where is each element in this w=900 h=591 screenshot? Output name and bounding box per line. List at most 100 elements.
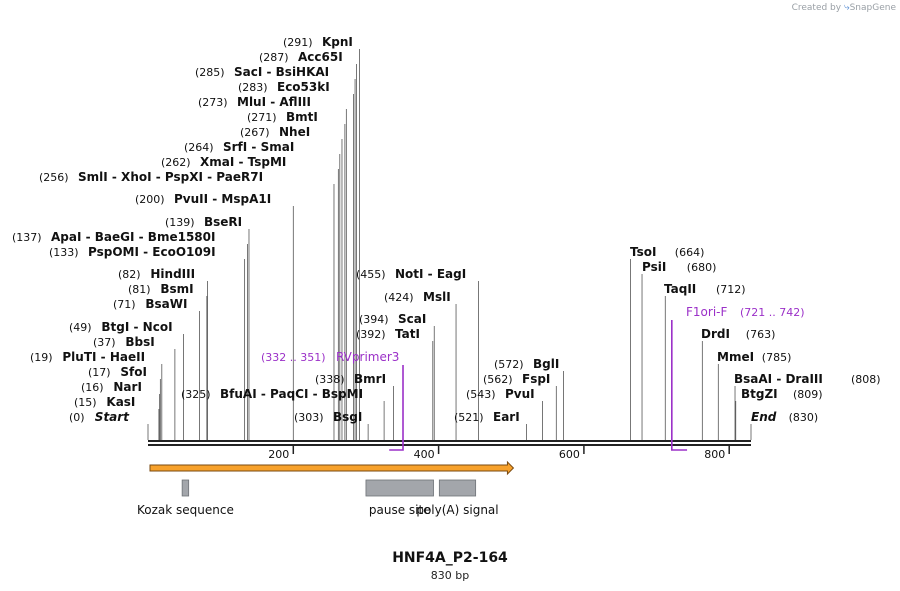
site-label: (264) SrfI - SmaI <box>184 140 294 154</box>
site-label: (37) BbsI <box>93 335 155 349</box>
site-label: (139) BseRI <box>165 215 242 229</box>
primers: (332 .. 351) RVprimer3 F1ori-F (721 .. 742) <box>261 305 805 451</box>
site-name: TaqII <box>664 282 696 296</box>
site-label: (325) BfuAI - PaqCI - BspMI <box>181 387 363 401</box>
site-name: NotI - EagI <box>395 267 466 281</box>
site-name: BseRI <box>204 215 242 229</box>
site-name: ApaI - BaeGI - Bme1580I <box>51 230 215 244</box>
site-label: (338) BmrI <box>315 372 386 386</box>
site-name: SrfI - SmaI <box>223 140 294 154</box>
site-position: (325) <box>181 388 211 401</box>
orf-arrow <box>149 460 515 476</box>
site-position: (15) <box>74 396 97 409</box>
site-position: (830) <box>789 411 819 424</box>
primer-range: (332 .. 351) <box>261 351 326 364</box>
snapgene-watermark: Created by ⤷SnapGene <box>792 2 896 13</box>
site-label: BtgZI (809) <box>741 387 823 401</box>
site-position: (808) <box>851 373 881 386</box>
site-name: NarI <box>113 380 142 394</box>
site-position: (521) <box>454 411 484 424</box>
site-name: PspOMI - EcoO109I <box>88 245 216 259</box>
site-name: MmeI <box>717 350 754 364</box>
site-label: (283) Eco53kI <box>238 80 330 94</box>
feature-box <box>181 479 190 497</box>
site-position: (81) <box>128 283 151 296</box>
primer-range: (721 .. 742) <box>740 306 805 319</box>
feature-box <box>365 479 434 497</box>
site-name: SmlI - XhoI - PspXI - PaeR7I <box>78 170 263 184</box>
site-position: (285) <box>195 66 225 79</box>
site-name: TatI <box>395 327 420 341</box>
site-position: (809) <box>793 388 823 401</box>
site-label: End (830) <box>751 410 818 424</box>
site-label: (392) TatI <box>356 327 420 341</box>
site-label: (16) NarI <box>81 380 142 394</box>
site-position: (287) <box>259 51 289 64</box>
site-position: (424) <box>384 291 414 304</box>
site-position: (273) <box>198 96 228 109</box>
site-name: BsgI <box>333 410 362 424</box>
watermark-brand: SnapGene <box>849 3 896 13</box>
site-name: Start <box>95 410 130 424</box>
site-position: (271) <box>247 111 277 124</box>
site-label: (543) PvuI <box>466 387 535 401</box>
ruler-tick-label: 600 <box>559 448 580 461</box>
site-position: (267) <box>240 126 270 139</box>
site-name: PvuI <box>505 387 535 401</box>
site-position: (572) <box>494 358 524 371</box>
site-label: (424) MslI <box>384 290 451 304</box>
site-name: ScaI <box>398 312 426 326</box>
site-name: BtgI - NcoI <box>101 320 172 334</box>
site-name: TsoI <box>630 245 656 259</box>
site-name: EarI <box>493 410 520 424</box>
site-position: (264) <box>184 141 214 154</box>
site-label: (133) PspOMI - EcoO109I <box>49 245 216 259</box>
feature: poly(A) signal <box>416 479 499 517</box>
site-position: (37) <box>93 336 116 349</box>
feature: pause site <box>365 479 434 517</box>
site-label: (81) BsmI <box>128 282 194 296</box>
ruler-tick-label: 200 <box>268 448 289 461</box>
site-name: BglI <box>533 357 559 371</box>
site-name: BtgZI <box>741 387 778 401</box>
snapgene-logo-icon: ⤷ <box>843 2 850 13</box>
site-position: (49) <box>69 321 92 334</box>
site-position: (394) <box>359 313 389 326</box>
site-name: BsaWI <box>145 297 187 311</box>
site-name: MluI - AflIII <box>237 95 311 109</box>
site-name: FspI <box>522 372 550 386</box>
feature-label: poly(A) signal <box>416 503 498 517</box>
site-name: XmaI - TspMI <box>200 155 286 169</box>
site-label: (521) EarI <box>454 410 520 424</box>
site-position: (543) <box>466 388 496 401</box>
site-name: BsmI <box>160 282 193 296</box>
site-label: (285) SacI - BsiHKAI <box>195 65 329 79</box>
site-label: (455) NotI - EagI <box>356 267 466 281</box>
sequence-length: 830 bp <box>430 569 470 582</box>
site-label: (562) FspI <box>483 372 550 386</box>
site-position: (200) <box>135 193 165 206</box>
feature: Kozak sequence <box>137 479 234 517</box>
site-name: End <box>751 410 777 424</box>
site-name: BmrI <box>354 372 386 386</box>
feature-label: Kozak sequence <box>137 503 234 517</box>
site-position: (17) <box>88 366 111 379</box>
site-name: KpnI <box>322 35 353 49</box>
primer-name: F1ori-F <box>686 305 727 319</box>
site-position: (137) <box>12 231 42 244</box>
site-label: DrdI (763) <box>701 327 775 341</box>
primer: (332 .. 351) RVprimer3 <box>261 350 404 451</box>
site-position: (262) <box>161 156 191 169</box>
site-position: (392) <box>356 328 386 341</box>
site-label: (82) HindIII <box>118 267 195 281</box>
ruler: 200 400 600 800 <box>268 446 730 461</box>
site-name: BfuAI - PaqCI - BspMI <box>220 387 363 401</box>
site-position: (763) <box>746 328 776 341</box>
site-label: (19) PluTI - HaeII <box>30 350 145 364</box>
site-position: (455) <box>356 268 386 281</box>
site-label: (0) Start <box>69 410 130 424</box>
site-position: (133) <box>49 246 79 259</box>
site-position: (680) <box>687 261 717 274</box>
site-name: DrdI <box>701 327 730 341</box>
